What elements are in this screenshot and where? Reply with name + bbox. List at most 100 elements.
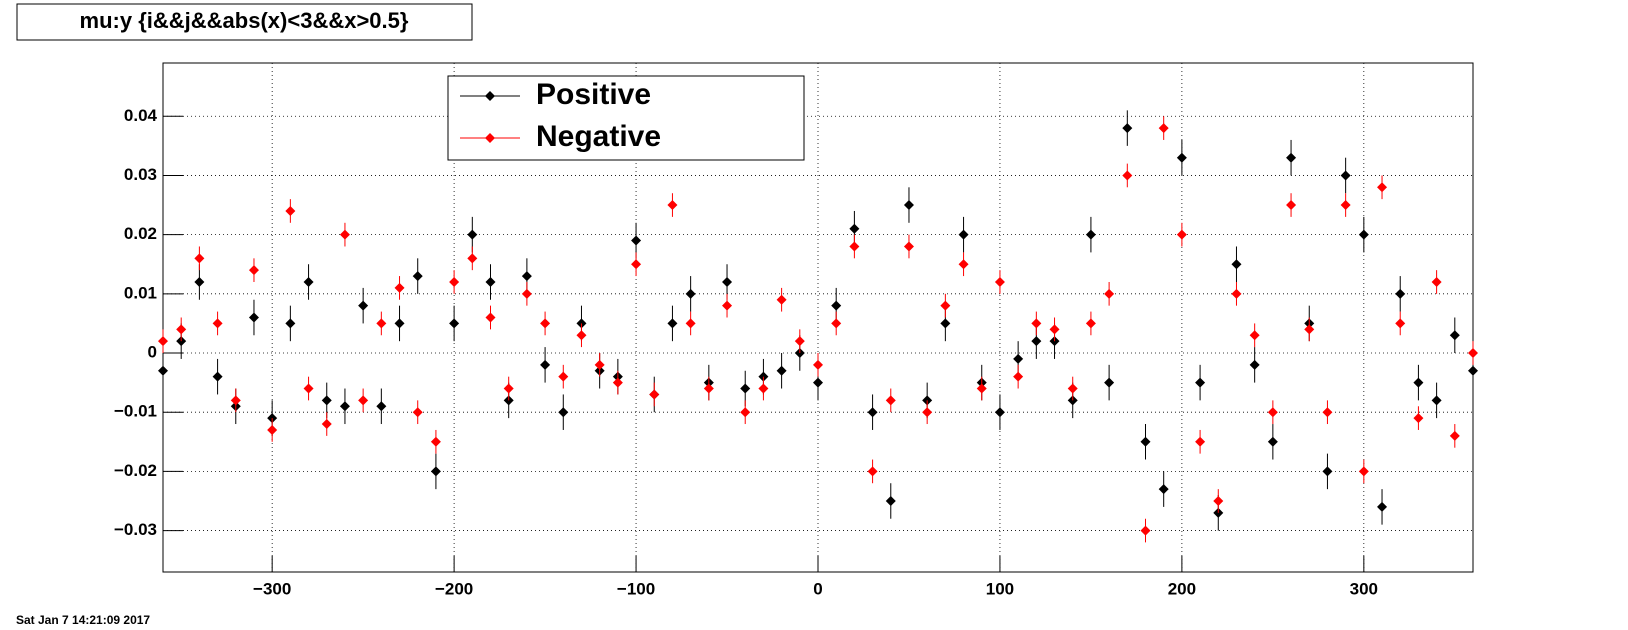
point bbox=[667, 200, 678, 211]
point bbox=[540, 318, 551, 329]
point bbox=[940, 300, 951, 311]
point bbox=[576, 330, 587, 341]
point bbox=[1340, 200, 1351, 211]
point bbox=[1322, 466, 1333, 477]
point bbox=[1122, 170, 1133, 181]
point bbox=[1377, 501, 1388, 512]
point bbox=[1031, 336, 1042, 347]
point bbox=[631, 259, 642, 270]
point bbox=[631, 235, 642, 246]
point bbox=[831, 300, 842, 311]
point bbox=[212, 371, 223, 382]
point bbox=[594, 359, 605, 370]
y-tick-label: 0 bbox=[148, 342, 157, 361]
point bbox=[467, 229, 478, 240]
point bbox=[1158, 123, 1169, 134]
point bbox=[1231, 288, 1242, 299]
point bbox=[394, 282, 405, 293]
point bbox=[1267, 407, 1278, 418]
point bbox=[1395, 318, 1406, 329]
point bbox=[1468, 365, 1478, 376]
point bbox=[1213, 495, 1224, 506]
point bbox=[722, 300, 733, 311]
point bbox=[358, 300, 369, 311]
x-tick-label: 200 bbox=[1168, 579, 1196, 598]
point bbox=[1122, 123, 1133, 134]
point bbox=[1195, 436, 1206, 447]
point bbox=[1431, 276, 1442, 287]
point bbox=[285, 205, 296, 216]
point bbox=[685, 288, 696, 299]
point bbox=[1340, 170, 1351, 181]
y-tick-label: 0.01 bbox=[124, 283, 157, 302]
point bbox=[485, 276, 496, 287]
chart-title: mu:y {i&&j&&abs(x)<3&&x>0.5} bbox=[80, 8, 409, 33]
point bbox=[1013, 371, 1024, 382]
point bbox=[794, 336, 805, 347]
point bbox=[1358, 229, 1369, 240]
point bbox=[1140, 525, 1151, 536]
point bbox=[776, 365, 787, 376]
title-box bbox=[16, 3, 473, 41]
y-tick-label: 0.02 bbox=[124, 224, 157, 243]
point bbox=[885, 495, 896, 506]
point bbox=[230, 395, 241, 406]
point bbox=[831, 318, 842, 329]
point bbox=[1322, 407, 1333, 418]
point bbox=[1377, 182, 1388, 193]
point bbox=[321, 419, 332, 430]
point bbox=[958, 229, 969, 240]
point bbox=[740, 383, 751, 394]
point bbox=[394, 318, 405, 329]
point bbox=[1140, 436, 1151, 447]
point bbox=[867, 466, 878, 477]
point bbox=[158, 336, 168, 347]
point bbox=[994, 276, 1005, 287]
point bbox=[376, 318, 387, 329]
x-tick-label: −300 bbox=[253, 579, 291, 598]
point bbox=[267, 424, 278, 435]
point bbox=[194, 253, 205, 264]
point bbox=[1267, 436, 1278, 447]
point bbox=[722, 276, 733, 287]
footer: Sat Jan 7 14:21:09 2017 bbox=[16, 613, 150, 627]
point bbox=[1195, 377, 1206, 388]
point bbox=[1231, 259, 1242, 270]
point bbox=[685, 318, 696, 329]
point bbox=[540, 359, 551, 370]
point bbox=[158, 365, 168, 376]
point bbox=[467, 253, 478, 264]
point bbox=[1031, 318, 1042, 329]
point bbox=[449, 276, 460, 287]
point bbox=[976, 383, 987, 394]
point bbox=[194, 276, 205, 287]
point bbox=[903, 200, 914, 211]
point bbox=[558, 407, 569, 418]
plot-frame bbox=[162, 62, 1474, 573]
x-tick-label: −200 bbox=[435, 579, 473, 598]
point bbox=[813, 377, 823, 388]
point bbox=[376, 401, 387, 412]
point bbox=[503, 383, 514, 394]
point bbox=[649, 389, 660, 400]
point bbox=[1013, 353, 1024, 364]
point bbox=[1085, 229, 1096, 240]
point bbox=[212, 318, 223, 329]
point bbox=[849, 223, 860, 234]
point bbox=[1176, 152, 1187, 163]
y-tick-label: −0.02 bbox=[114, 461, 157, 480]
point bbox=[1358, 466, 1369, 477]
point bbox=[1049, 324, 1060, 335]
point bbox=[776, 294, 787, 305]
point bbox=[412, 271, 423, 282]
point bbox=[885, 395, 896, 406]
legend-label: Positive bbox=[536, 78, 651, 111]
point bbox=[1067, 383, 1078, 394]
point bbox=[285, 318, 296, 329]
point bbox=[303, 276, 314, 287]
point bbox=[430, 466, 441, 477]
point bbox=[1413, 413, 1424, 424]
point bbox=[1286, 200, 1297, 211]
point bbox=[612, 377, 623, 388]
